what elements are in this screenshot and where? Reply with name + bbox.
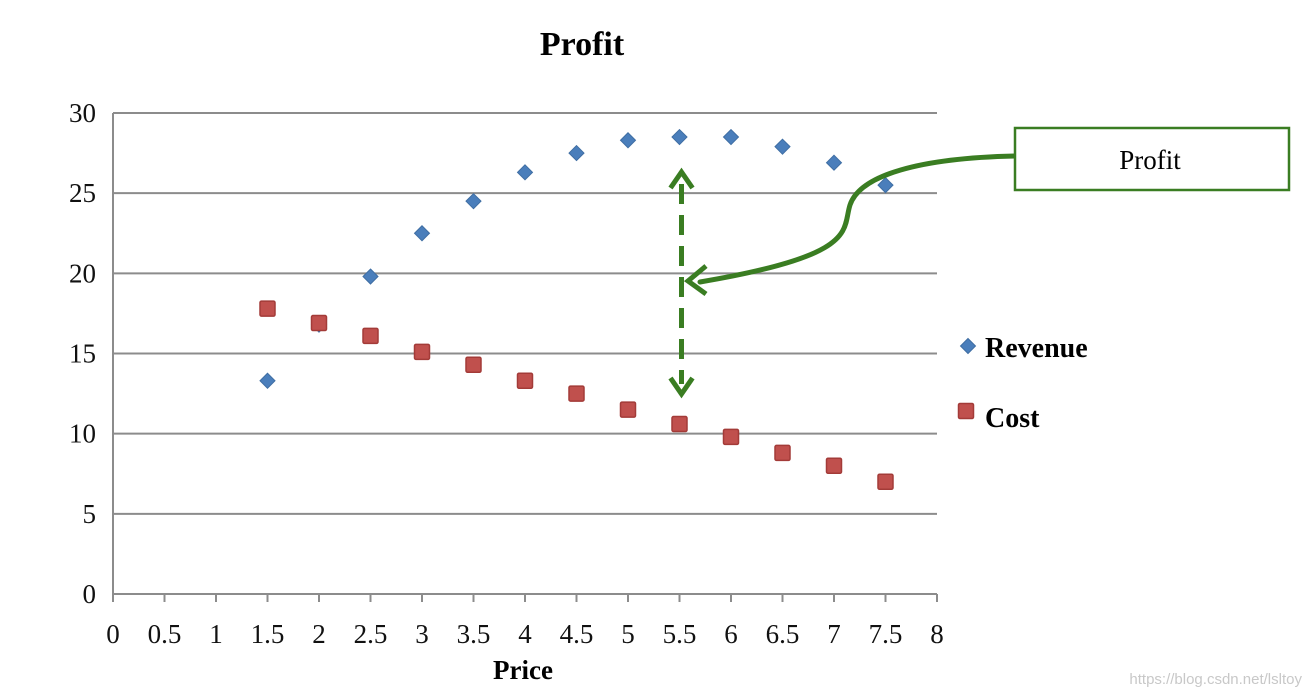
annotations: Profit [668, 126, 1291, 399]
y-tick-label: 0 [83, 579, 97, 609]
gridlines [113, 112, 937, 515]
x-tick-label: 1.5 [251, 619, 285, 649]
revenue-point [362, 268, 379, 285]
legend-cost-marker [957, 402, 975, 420]
x-tick-label: 5.5 [663, 619, 697, 649]
axes [112, 113, 938, 602]
revenue-point [825, 154, 843, 171]
callout-connector [697, 153, 1018, 285]
chart-title: Profit [540, 26, 625, 63]
series-cost [259, 300, 894, 491]
cost-point [671, 415, 688, 433]
x-tick-label: 3 [415, 619, 429, 649]
watermark: https://blog.csdn.net/lsltoy [1129, 671, 1302, 688]
revenue-point [877, 176, 894, 194]
cost-point [413, 343, 431, 361]
arrow-head-down [668, 376, 695, 399]
y-tick-label: 25 [69, 178, 96, 208]
x-tick-label: 3.5 [457, 619, 491, 649]
x-tick-label: 7.5 [869, 619, 903, 649]
cost-point [722, 428, 740, 446]
x-tick-label: 1 [209, 619, 223, 649]
y-tick-label: 30 [69, 98, 96, 128]
x-tick-label: 7 [827, 619, 841, 649]
legend-label-cost: Cost [985, 403, 1040, 434]
cost-point [465, 356, 482, 373]
x-tick-label: 4 [518, 619, 532, 649]
cost-point [362, 327, 379, 345]
x-tick-label: 2.5 [354, 619, 388, 649]
cost-point [825, 457, 843, 474]
x-tick-label: 4.5 [560, 619, 594, 649]
cost-point [568, 385, 585, 402]
legend-label-revenue: Revenue [985, 333, 1088, 364]
revenue-point [568, 144, 585, 162]
revenue-point [413, 225, 431, 242]
x-tick-label: 5 [621, 619, 635, 649]
cost-point [619, 401, 637, 418]
revenue-point [722, 128, 740, 146]
revenue-point [774, 138, 791, 155]
y-tick-label: 20 [69, 258, 96, 288]
x-axis-label: Price [493, 655, 553, 685]
cost-point [877, 473, 894, 491]
legend-revenue-marker [959, 337, 977, 355]
data-series [259, 128, 894, 491]
y-tick-label: 5 [83, 499, 97, 529]
revenue-point [516, 164, 534, 181]
x-tick-labels: 0 0.5 1 1.5 2 2.5 3 3.5 4 4.5 5 5.5 6 6.5 7 7.5 8 [106, 619, 944, 649]
x-tick-label: 2 [312, 619, 326, 649]
y-tick-label: 15 [69, 339, 96, 369]
revenue-point [619, 132, 637, 149]
callout-box [1013, 126, 1291, 192]
x-tick-label: 0 [106, 619, 120, 649]
cost-point [774, 444, 791, 462]
revenue-point [465, 192, 482, 210]
x-tick-label: 8 [930, 619, 944, 649]
x-tick-label: 6.5 [766, 619, 800, 649]
y-tick-label: 10 [69, 419, 96, 449]
cost-point [310, 314, 328, 332]
arrow-head-up [668, 167, 695, 190]
y-tick-labels: 0 5 10 15 20 25 30 [69, 98, 96, 609]
x-tick-label: 0.5 [148, 619, 182, 649]
revenue-point [671, 128, 688, 146]
revenue-point [259, 372, 276, 389]
cost-point [516, 372, 534, 390]
x-tick-label: 6 [724, 619, 738, 649]
callout-arrow-head [683, 264, 708, 297]
cost-point [259, 300, 276, 317]
callout-label: Profit [1119, 145, 1181, 175]
legend: Revenue Cost [957, 333, 1088, 434]
